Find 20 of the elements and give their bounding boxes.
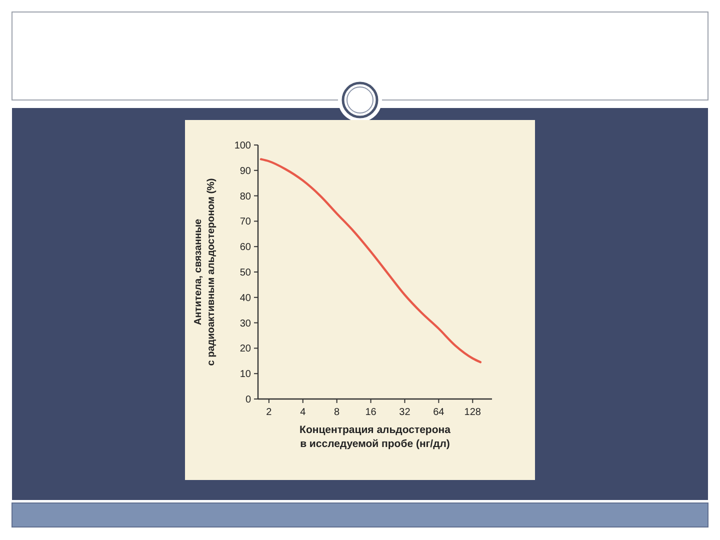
x-tick-label: 8 (334, 407, 340, 418)
y-tick-label: 40 (240, 292, 252, 304)
x-tick-label: 64 (433, 407, 445, 418)
x-tick-label: 2 (266, 407, 272, 418)
x-tick-label: 128 (464, 407, 482, 418)
y-tick-label: 100 (234, 140, 252, 152)
x-axis-title: Концентрация альдостерона в исследуемой пробе (нг/дл) (300, 424, 451, 450)
x-tick-label: 16 (365, 407, 377, 418)
y-tick-label: 80 (240, 191, 252, 202)
x-tick-label: 4 (300, 407, 306, 418)
y-axis-title: Антитела, связанные с радиоактивным альдостероном (%) (193, 178, 217, 366)
y-tick-label: 60 (240, 242, 252, 254)
x-tick-label: 32 (399, 407, 411, 418)
y-tick-label: 50 (240, 268, 252, 278)
y-tick-label: 70 (240, 216, 252, 228)
y-tick-label: 10 (240, 369, 252, 380)
y-tick-label: 90 (240, 166, 252, 177)
y-tick-label: 20 (240, 344, 252, 355)
y-tick-label: 30 (240, 318, 252, 330)
y-tick-label: 0 (245, 394, 252, 406)
